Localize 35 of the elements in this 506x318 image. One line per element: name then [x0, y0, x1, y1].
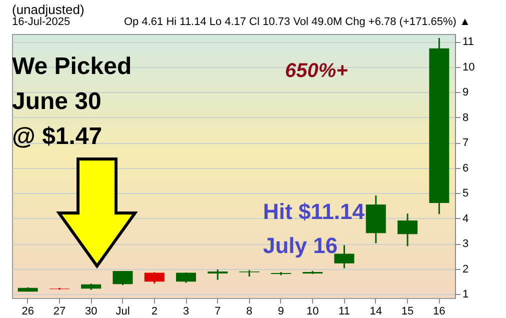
x-tick-label: 14: [370, 306, 382, 318]
x-tick-label: 11: [338, 306, 350, 318]
x-tick-label: 9: [278, 306, 284, 318]
x-tick-label: 16: [433, 306, 446, 318]
annotation: Hit $11.14 July 16: [263, 198, 365, 260]
chart-title: (unadjusted): [12, 2, 84, 17]
y-tick-label: 2: [462, 263, 469, 276]
chart-subtitle: 16-Jul-2025: [12, 16, 70, 28]
x-tick-label: 15: [401, 306, 414, 318]
y-tick-label: 9: [462, 86, 469, 99]
candlestick: [398, 212, 418, 247]
x-tick-label: Jul: [116, 306, 130, 318]
annotation: 650%+: [285, 60, 348, 82]
candlestick: [112, 270, 133, 286]
candlestick: [144, 271, 164, 284]
y-tick-label: 7: [462, 137, 469, 150]
y-tick-label: 10: [462, 61, 475, 74]
x-tick-label: 26: [22, 306, 34, 318]
x-tick-label: 2: [151, 306, 158, 318]
y-tick-label: 8: [462, 112, 469, 124]
y-tick-label: 4: [462, 212, 469, 225]
annotation: We Picked June 30 @ $1.47: [12, 52, 132, 152]
y-tick-label: 3: [462, 238, 469, 250]
candlestick: [208, 268, 228, 281]
y-tick-label: 11: [462, 36, 474, 48]
y-tick-label: 6: [462, 162, 469, 174]
y-tick-label: 1: [462, 288, 469, 301]
x-tick-label: 10: [306, 306, 319, 318]
x-tick-label: 7: [214, 306, 221, 318]
text: Op 4.61 Hi 11.14 Lo 4.17 Cl 10.73 Vol 49.0M Chg +6.78 (+171.65%) ▲: [124, 16, 470, 28]
x-tick-label: 27: [53, 306, 66, 318]
y-tick-label: 5: [462, 188, 469, 200]
x-tick-label: 8: [246, 306, 252, 318]
x-tick-label: 30: [84, 306, 98, 318]
x-tick-label: 3: [182, 306, 190, 318]
